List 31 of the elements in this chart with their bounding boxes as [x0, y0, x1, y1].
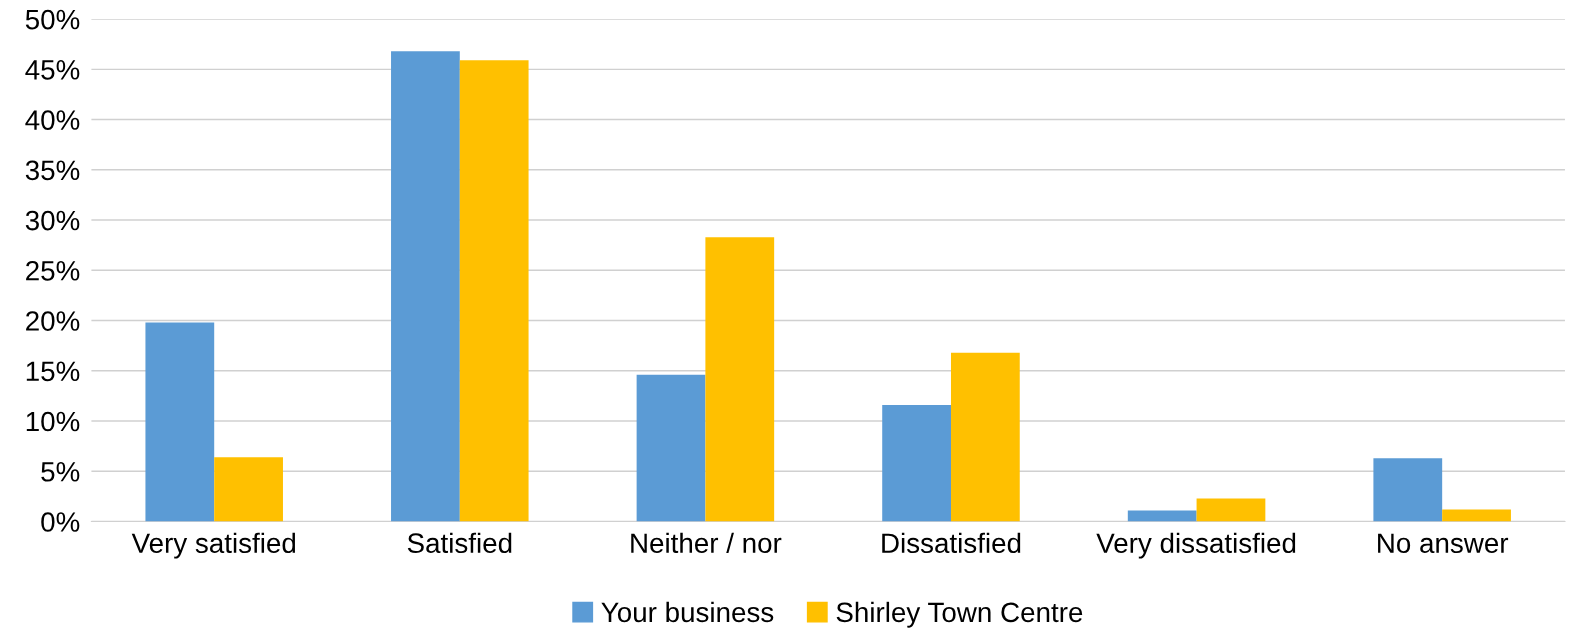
x-tick-label: No answer — [1378, 533, 1509, 554]
y-tick-label: 40% — [25, 110, 80, 130]
bar — [636, 374, 706, 522]
y-tick-label: 5% — [41, 462, 80, 482]
x-tick-label: Very dissatisfied — [1096, 532, 1296, 559]
y-tick-label: 10% — [26, 411, 80, 432]
x-tick-label: Neither / nor — [631, 532, 782, 554]
bar — [214, 457, 283, 522]
bar — [459, 60, 529, 522]
legend-label: Shirley Town Centre — [836, 601, 1083, 628]
x-tick-label: Very satisfied — [131, 532, 296, 559]
y-tick-label: 50% — [25, 9, 80, 30]
y-tick-label: 15% — [26, 361, 80, 382]
y-tick-label: 0% — [41, 512, 80, 532]
bar — [1373, 458, 1443, 522]
bar — [950, 352, 1020, 522]
x-tick-label: Dissatisfied — [882, 532, 1021, 554]
y-tick-label: 30% — [25, 210, 80, 231]
bar — [145, 322, 215, 522]
bar — [1442, 509, 1511, 522]
y-tick-label: 45% — [25, 60, 80, 80]
y-tick-label: 35% — [25, 160, 80, 181]
bar — [1196, 498, 1266, 522]
bar — [1127, 510, 1197, 522]
y-tick-label: 25% — [26, 260, 80, 281]
bar — [391, 51, 460, 522]
bar — [882, 404, 951, 522]
legend-label: Your business — [601, 601, 774, 623]
y-tick-label: 20% — [26, 311, 80, 331]
x-tick-label: Satisfied — [407, 532, 512, 554]
bar — [705, 237, 775, 522]
